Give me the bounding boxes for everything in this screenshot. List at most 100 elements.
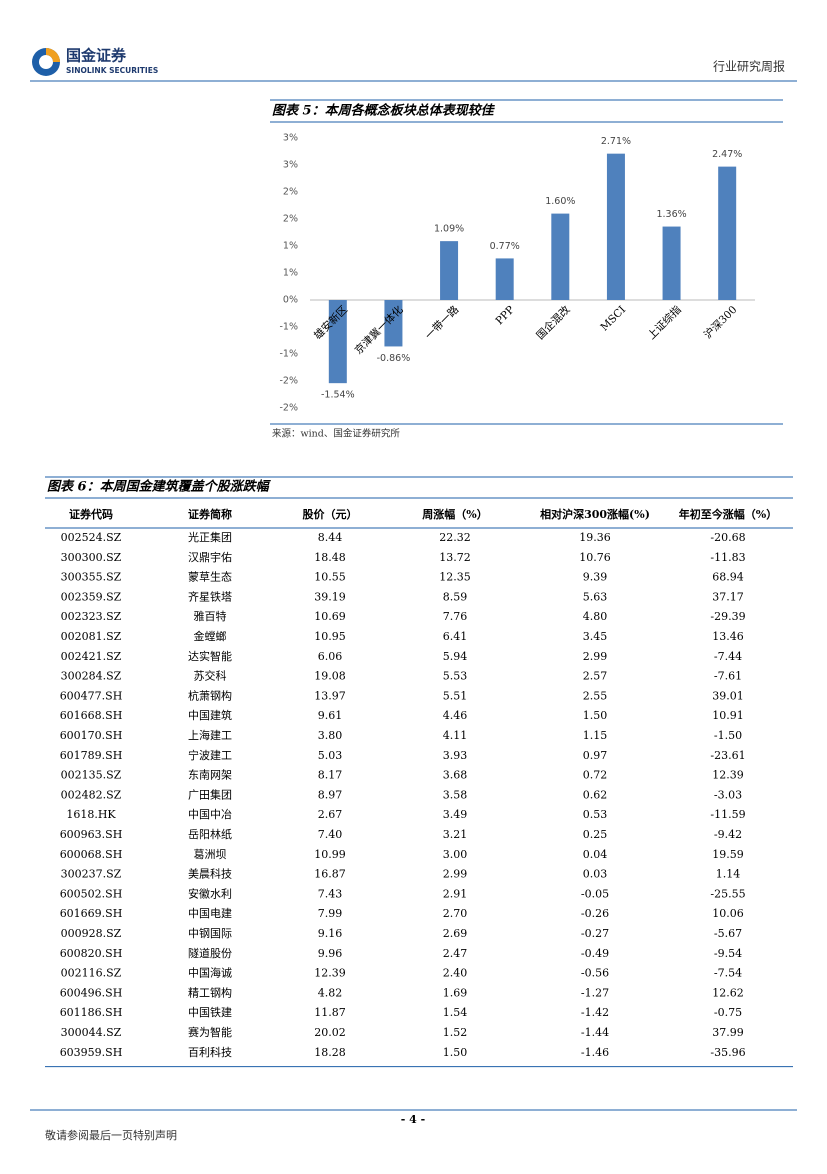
table-cell: 精工钢构 [188, 985, 232, 999]
table-cell: 12.35 [439, 571, 471, 584]
table-cell: 2.47 [443, 947, 468, 960]
value-label: 1.36% [656, 209, 686, 220]
table-cell: 4.82 [318, 986, 343, 999]
table-cell: 13.72 [439, 551, 471, 564]
table-cell: 1.52 [443, 1026, 468, 1039]
report-type: 行业研究周报 [713, 59, 785, 74]
table-cell: 1.69 [443, 986, 468, 999]
table-cell: 11.87 [314, 1006, 346, 1019]
table-cell: 12.39 [712, 769, 744, 782]
table: 证券代码 证券简称 股价（元） 周涨幅（%） 相对沪深300涨幅(%) 年初至今涨幅（%）… [45, 507, 793, 1068]
table-cell: -11.83 [710, 551, 745, 564]
table-cell: 37.17 [712, 590, 744, 603]
bar [718, 166, 737, 300]
table-cell: 37.99 [712, 1026, 744, 1039]
y-tick-label: 0% [283, 295, 298, 306]
table-cell: 20.02 [314, 1026, 346, 1039]
table-cell: 雅百特 [194, 609, 227, 623]
table-cell: 10.76 [579, 551, 611, 564]
table-cell: 13.46 [712, 630, 744, 643]
table-cell: 3.58 [443, 788, 468, 801]
table-cell: 3.45 [583, 630, 608, 643]
table-cell: 宁波建工 [188, 748, 232, 762]
value-label: 0.77% [490, 241, 520, 252]
table-cell: 金螳螂 [194, 629, 227, 643]
table-cell: 隧道股份 [188, 946, 232, 960]
disclaimer: 敬请参阅最后一页特别声明 [45, 1128, 177, 1142]
table-cell: 5.63 [583, 590, 608, 603]
column-header: 证券简称 [188, 507, 232, 521]
table-cell: -1.46 [581, 1046, 609, 1059]
table-cell: 苏交科 [194, 669, 227, 683]
table-cell: 12.39 [314, 967, 346, 980]
table-cell: 3.80 [318, 729, 343, 742]
table-cell: 6.41 [443, 630, 468, 643]
fig6-title: 图表 6：本周国金建筑覆盖个股涨跌幅 [47, 479, 272, 495]
table-cell: 9.96 [318, 947, 343, 960]
table-cell: 000928.SZ [61, 927, 122, 940]
table-cell: 603959.SH [60, 1046, 123, 1059]
bar [606, 153, 625, 300]
table-cell: 美晨科技 [188, 867, 232, 881]
table-cell: 600963.SH [60, 828, 123, 841]
value-label: -0.86% [377, 353, 411, 364]
table-cell: 8.97 [318, 788, 343, 801]
table-cell: 2.99 [443, 868, 468, 881]
table-cell: -3.03 [714, 788, 742, 801]
y-tick-label: -2% [280, 376, 299, 387]
table-cell: -0.05 [581, 887, 609, 900]
table-cell: 中国中冶 [188, 807, 232, 821]
table-cell: -1.27 [581, 986, 609, 999]
table-cell: 8.17 [318, 769, 343, 782]
table-cell: 68.94 [712, 571, 744, 584]
fig5-source: 来源：wind、国金证券研究所 [272, 428, 400, 440]
table-cell: 汉鼎宇佑 [188, 550, 232, 564]
y-tick-label: 1% [283, 268, 298, 279]
table-cell: 300044.SZ [61, 1026, 122, 1039]
table-cell: 2.40 [443, 967, 468, 980]
table-cell: 600068.SH [60, 848, 123, 861]
table-cell: 39.19 [314, 590, 346, 603]
table-cell: 4.46 [443, 709, 468, 722]
table-cell: 1.14 [716, 868, 741, 881]
table-cell: 300284.SZ [61, 670, 122, 683]
table-cell: -35.96 [710, 1046, 745, 1059]
table-cell: 1.15 [583, 729, 608, 742]
y-tick-label: 1% [283, 241, 298, 252]
table-cell: 中国建筑 [188, 708, 232, 722]
table-cell: 0.72 [583, 769, 608, 782]
table-cell: 300237.SZ [61, 868, 122, 881]
table-cell: 16.87 [314, 868, 346, 881]
table-cell: 中国铁建 [188, 1005, 232, 1019]
table-cell: -7.54 [714, 967, 742, 980]
table-cell: 中国电建 [188, 906, 232, 920]
table-cell: 3.00 [443, 848, 468, 861]
logo-cn: 国金证券 [66, 47, 127, 65]
table-cell: 葛洲坝 [194, 847, 227, 861]
table-cell: 0.25 [583, 828, 608, 841]
table-cell: 百利科技 [188, 1045, 232, 1059]
table-cell: 300300.SZ [61, 551, 122, 564]
table-cell: -0.26 [581, 907, 609, 920]
y-tick-label: -1% [280, 322, 299, 333]
page-number: - 4 - [401, 1113, 425, 1126]
table-cell: 5.53 [443, 670, 468, 683]
table-cell: 3.68 [443, 769, 468, 782]
bar [662, 226, 681, 300]
table-cell: 1.54 [443, 1006, 468, 1019]
table-cell: 5.51 [443, 689, 468, 702]
table-cell: 10.55 [314, 571, 346, 584]
table-cell: 广田集团 [188, 787, 232, 801]
value-label: 2.47% [712, 149, 742, 160]
table-cell: 齐星铁塔 [188, 589, 232, 603]
table-cell: 10.99 [314, 848, 346, 861]
table-cell: 3.21 [443, 828, 468, 841]
table-cell: 赛为智能 [188, 1025, 232, 1039]
table-cell: 10.91 [712, 709, 744, 722]
table-cell: -9.54 [714, 947, 742, 960]
table-cell: 8.59 [443, 590, 468, 603]
table-cell: 19.59 [712, 848, 744, 861]
table-cell: -0.49 [581, 947, 609, 960]
table-cell: 600170.SH [60, 729, 123, 742]
